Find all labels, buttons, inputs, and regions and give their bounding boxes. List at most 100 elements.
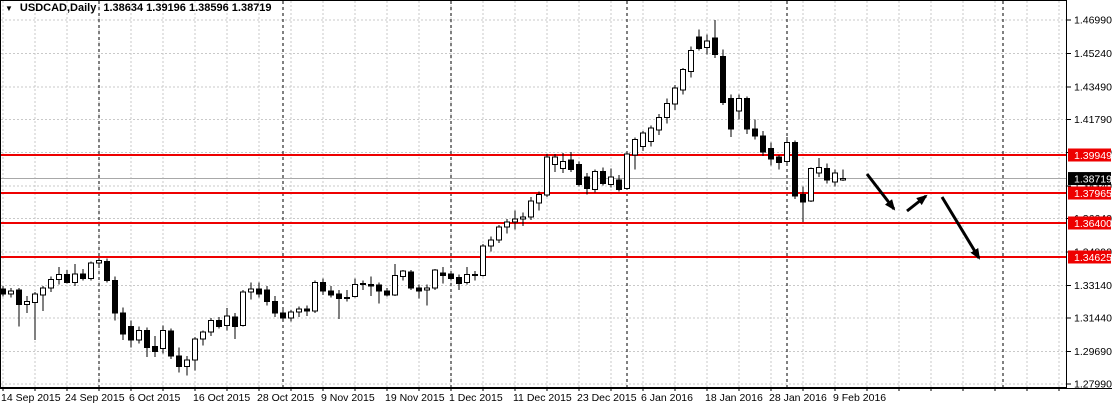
candle (456, 274, 462, 291)
candle (568, 152, 574, 173)
candle-body-up (352, 283, 358, 298)
title-ohlc-values: 1.38634 1.39196 1.38596 1.38719 (103, 2, 272, 14)
chart-title: ▼ USDCAD,Daily 1.38634 1.39196 1.38596 1… (5, 2, 272, 14)
candle (232, 313, 238, 339)
candle (720, 49, 726, 106)
candle (280, 307, 286, 322)
candle (328, 286, 334, 298)
candle-body-up (528, 200, 534, 218)
candle-body-up (632, 139, 638, 156)
candle (600, 167, 606, 186)
candle-body-up (648, 127, 654, 143)
candle (816, 157, 822, 178)
candle-body-down (264, 289, 270, 303)
title-symbol-period: USDCAD,Daily (19, 2, 97, 14)
candle (312, 280, 318, 314)
candle (104, 258, 110, 283)
price-axis[interactable]: 1.469901.452401.434901.417901.400901.383… (1067, 15, 1112, 391)
price-tick-label: 1.45240 (1074, 48, 1112, 60)
price-tick-label: 1.27990 (1074, 379, 1112, 391)
candle (160, 325, 166, 354)
candle-body-up (312, 281, 318, 312)
candle (192, 336, 198, 371)
candle (624, 153, 630, 190)
candle (536, 191, 542, 211)
date-tick-label: 24 Sep 2015 (65, 392, 125, 404)
candle (632, 137, 638, 170)
candle (144, 327, 150, 358)
trend-arrow-down[interactable] (940, 196, 981, 260)
horizontal-level-lines[interactable] (1, 154, 1066, 258)
candle (712, 20, 718, 59)
candle-body-down (752, 128, 758, 137)
candle (256, 282, 262, 298)
candle (760, 131, 766, 156)
candle-body-up (624, 153, 630, 190)
candle (480, 244, 486, 277)
trend-arrow-down[interactable] (865, 173, 896, 211)
candle-body-up (664, 102, 670, 119)
candle-body-up (688, 50, 694, 73)
candle-body-down (416, 287, 422, 292)
candle-body-up (680, 69, 686, 91)
candle-body-down (776, 156, 782, 164)
candle (128, 320, 134, 348)
date-tick-label: 1 Dec 2015 (449, 392, 503, 404)
candle-body-up (640, 132, 646, 147)
trend-arrows[interactable] (865, 173, 981, 260)
current-price-tag: 1.38719 (1068, 172, 1112, 186)
candle-body-down (272, 301, 278, 314)
candle-body-down (144, 329, 150, 349)
candle (752, 119, 758, 140)
candle-body-down (128, 325, 134, 341)
candle (224, 308, 230, 331)
candle-body-down (720, 55, 726, 103)
candle-body-up (464, 274, 470, 283)
candle (112, 276, 118, 321)
candle-body-up (480, 245, 486, 277)
candle-body-up (432, 269, 438, 289)
time-axis[interactable]: 14 Sep 2015 24 Sep 2015 6 Oct 2015 16 Oct 2… (1, 388, 1060, 404)
price-tick-label: 1.43490 (1074, 82, 1112, 94)
chart-dropdown-icon[interactable]: ▼ (5, 3, 13, 13)
date-tick-label: 9 Nov 2015 (321, 392, 375, 404)
candle-body-up (192, 338, 198, 361)
candle (248, 282, 254, 300)
candle (352, 278, 358, 298)
candle-body-down (376, 284, 382, 292)
candle (560, 153, 566, 174)
candle (272, 295, 278, 317)
candle-body-down (104, 260, 110, 281)
candle-body-up (240, 291, 246, 326)
trend-arrow-up[interactable] (906, 194, 928, 213)
candle (800, 186, 806, 223)
candle (80, 268, 86, 281)
candle-body-up (544, 156, 550, 196)
candle (400, 269, 406, 281)
candle (664, 98, 670, 124)
candle (792, 140, 798, 200)
candle (824, 163, 830, 184)
level-price-label: 1.39949 (1074, 150, 1112, 162)
candle-body-up (208, 320, 214, 333)
candle (64, 269, 70, 284)
candle-body-down (16, 289, 22, 305)
date-tick-label: 28 Jan 2016 (769, 392, 827, 404)
candle (168, 328, 174, 360)
candle (704, 34, 710, 55)
candle (152, 336, 158, 358)
date-tick-label: 14 Sep 2015 (1, 392, 61, 404)
candle-body-down (744, 97, 750, 130)
candle-body-down (600, 170, 606, 185)
candle-body-up (816, 166, 822, 174)
date-tick-label: 6 Jan 2016 (641, 392, 693, 404)
candle (520, 212, 526, 226)
candle (16, 288, 22, 327)
candle-body-up (48, 279, 54, 289)
candle (176, 347, 182, 373)
candle-body-down (408, 271, 414, 289)
candle-body-up (832, 172, 838, 183)
candle (56, 267, 62, 285)
candle (448, 270, 454, 281)
